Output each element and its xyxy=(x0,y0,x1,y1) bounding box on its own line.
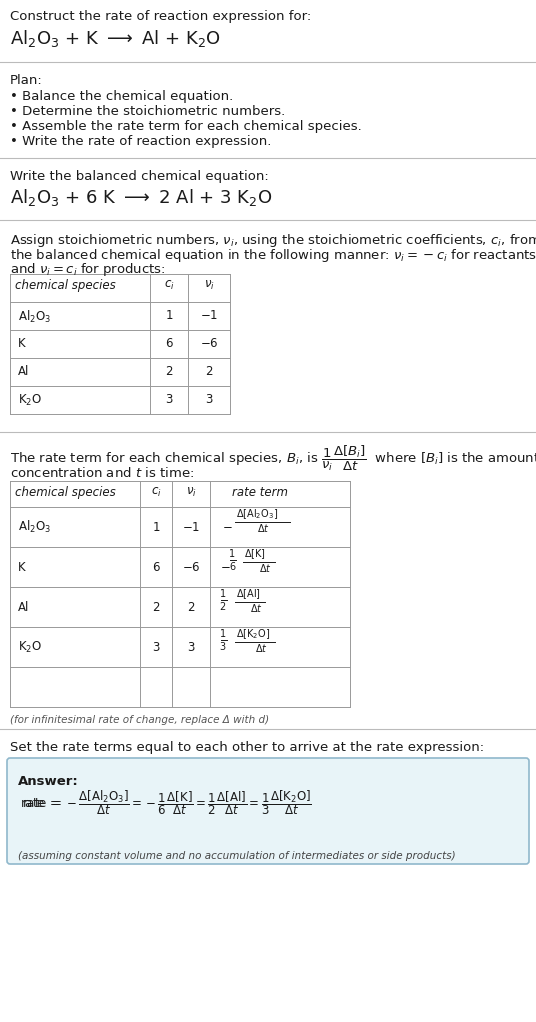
Text: • Balance the chemical equation.: • Balance the chemical equation. xyxy=(10,90,233,103)
Text: 3: 3 xyxy=(205,393,213,406)
Text: $\mathrm{Al_2O_3}$: $\mathrm{Al_2O_3}$ xyxy=(18,519,51,536)
Text: $1$: $1$ xyxy=(219,628,227,639)
Text: K: K xyxy=(18,560,26,573)
Text: $3$: $3$ xyxy=(219,640,227,652)
Text: $1$: $1$ xyxy=(219,587,227,599)
Text: Al: Al xyxy=(18,601,29,613)
Text: $\Delta[\mathrm{Al_2O_3}]$: $\Delta[\mathrm{Al_2O_3}]$ xyxy=(236,507,278,521)
Text: Al: Al xyxy=(18,365,29,378)
Text: • Determine the stoichiometric numbers.: • Determine the stoichiometric numbers. xyxy=(10,105,285,118)
Text: $c_i$: $c_i$ xyxy=(151,486,161,499)
Text: $\Delta t$: $\Delta t$ xyxy=(250,602,263,614)
Text: Assign stoichiometric numbers, $\nu_i$, using the stoichiometric coefficients, $: Assign stoichiometric numbers, $\nu_i$, … xyxy=(10,232,536,249)
Text: $1$: $1$ xyxy=(228,547,236,559)
Text: 1: 1 xyxy=(152,520,160,533)
Text: Set the rate terms equal to each other to arrive at the rate expression:: Set the rate terms equal to each other t… xyxy=(10,741,484,754)
Text: 6: 6 xyxy=(152,560,160,573)
Text: $\Delta[\mathrm{Al}]$: $\Delta[\mathrm{Al}]$ xyxy=(236,588,261,601)
Text: $2$: $2$ xyxy=(219,600,227,612)
Text: $6$: $6$ xyxy=(229,560,237,572)
Text: $\Delta t$: $\Delta t$ xyxy=(259,562,272,574)
Text: $-1$: $-1$ xyxy=(182,520,200,533)
Text: $-6$: $-6$ xyxy=(200,337,218,350)
Text: concentration and $t$ is time:: concentration and $t$ is time: xyxy=(10,466,194,480)
Text: 2: 2 xyxy=(205,365,213,378)
Text: $\nu_i$: $\nu_i$ xyxy=(204,279,214,292)
Text: $\mathrm{Al_2O_3}$ $+$ K $\longrightarrow$ Al $+$ $\mathrm{K_2O}$: $\mathrm{Al_2O_3}$ $+$ K $\longrightarro… xyxy=(10,28,221,49)
Text: $\Delta[\mathrm{K_2O}]$: $\Delta[\mathrm{K_2O}]$ xyxy=(236,628,270,641)
Text: $\mathrm{K_2O}$: $\mathrm{K_2O}$ xyxy=(18,393,42,408)
Text: 1: 1 xyxy=(165,309,173,322)
Text: Answer:: Answer: xyxy=(18,775,79,788)
Text: 3: 3 xyxy=(165,393,173,406)
FancyBboxPatch shape xyxy=(7,758,529,864)
Text: • Assemble the rate term for each chemical species.: • Assemble the rate term for each chemic… xyxy=(10,120,362,133)
Text: $c_i$: $c_i$ xyxy=(163,279,174,292)
Text: The rate term for each chemical species, $B_i$, is $\dfrac{1}{\nu_i}\dfrac{\Delt: The rate term for each chemical species,… xyxy=(10,444,536,473)
Text: rate $= $: rate $= $ xyxy=(20,796,61,809)
Text: the balanced chemical equation in the following manner: $\nu_i = -c_i$ for react: the balanced chemical equation in the fo… xyxy=(10,247,536,264)
Text: $\Delta t$: $\Delta t$ xyxy=(255,642,268,654)
Text: $-$: $-$ xyxy=(220,558,230,571)
Text: 2: 2 xyxy=(187,601,195,613)
Text: $-6$: $-6$ xyxy=(182,560,200,573)
Text: rate $= -\dfrac{\Delta[\mathrm{Al_2O_3}]}{\Delta t} = -\dfrac{1}{6}\dfrac{\Delta: rate $= -\dfrac{\Delta[\mathrm{Al_2O_3}]… xyxy=(22,789,312,818)
Text: Construct the rate of reaction expression for:: Construct the rate of reaction expressio… xyxy=(10,10,311,24)
Text: • Write the rate of reaction expression.: • Write the rate of reaction expression. xyxy=(10,135,271,148)
Text: $\Delta[\mathrm{K}]$: $\Delta[\mathrm{K}]$ xyxy=(244,547,266,561)
Text: rate term: rate term xyxy=(232,486,288,499)
Text: 2: 2 xyxy=(152,601,160,613)
Text: 3: 3 xyxy=(152,641,160,653)
Text: and $\nu_i = c_i$ for products:: and $\nu_i = c_i$ for products: xyxy=(10,261,166,278)
Text: (assuming constant volume and no accumulation of intermediates or side products): (assuming constant volume and no accumul… xyxy=(18,851,456,861)
Text: K: K xyxy=(18,337,26,350)
Text: $\nu_i$: $\nu_i$ xyxy=(185,486,196,499)
Text: 2: 2 xyxy=(165,365,173,378)
Text: $\mathrm{Al_2O_3}$: $\mathrm{Al_2O_3}$ xyxy=(18,309,51,325)
Text: chemical species: chemical species xyxy=(15,486,116,499)
Text: $\Delta t$: $\Delta t$ xyxy=(257,522,270,535)
Text: chemical species: chemical species xyxy=(15,279,116,292)
Text: Plan:: Plan: xyxy=(10,74,43,87)
Text: $-1$: $-1$ xyxy=(200,309,218,322)
Text: (for infinitesimal rate of change, replace Δ with d): (for infinitesimal rate of change, repla… xyxy=(10,715,269,725)
Text: $-$: $-$ xyxy=(222,518,233,531)
Text: Write the balanced chemical equation:: Write the balanced chemical equation: xyxy=(10,170,269,183)
Text: $\mathrm{K_2O}$: $\mathrm{K_2O}$ xyxy=(18,640,42,654)
Text: 6: 6 xyxy=(165,337,173,350)
Text: 3: 3 xyxy=(187,641,195,653)
Text: $\mathrm{Al_2O_3}$ $+$ 6 K $\longrightarrow$ 2 Al $+$ 3 $\mathrm{K_2O}$: $\mathrm{Al_2O_3}$ $+$ 6 K $\longrightar… xyxy=(10,187,272,208)
